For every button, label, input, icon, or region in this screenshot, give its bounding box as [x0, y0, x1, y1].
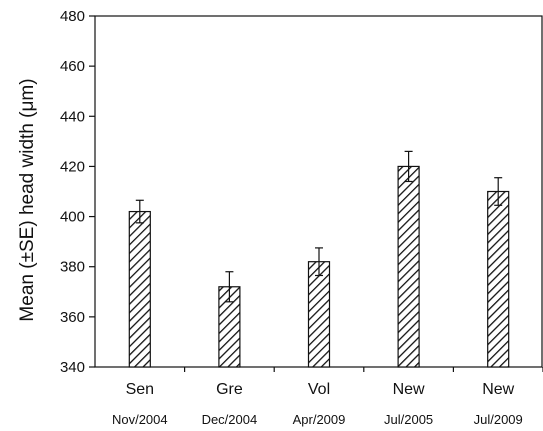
y-tick-label: 380: [60, 259, 85, 276]
x-category-label: New: [482, 381, 514, 398]
x-category-date: Apr/2009: [293, 412, 346, 427]
x-category-label: Gre: [216, 381, 243, 398]
x-category-label: Vol: [308, 381, 330, 398]
y-tick-label: 400: [60, 209, 85, 226]
y-axis-title: Mean (±SE) head width (μm): [17, 78, 38, 321]
x-category-date: Jul/2005: [384, 412, 433, 427]
y-tick-label: 360: [60, 309, 85, 326]
x-category-date: Jul/2009: [474, 412, 523, 427]
x-category-date: Dec/2004: [202, 412, 258, 427]
bar: [487, 190, 510, 368]
x-axis: Sen Nov/2004 Gre Dec/2004 Vol Apr/2009 New Jul/…: [112, 367, 543, 427]
bar: [397, 165, 420, 368]
bar-series: [128, 150, 510, 368]
y-tick-label: 340: [60, 359, 85, 376]
bar: [307, 261, 331, 368]
y-tick-label: 480: [60, 8, 85, 25]
y-axis: 340 360 380 400 420 440 460 480: [60, 8, 95, 376]
x-category-date: Nov/2004: [112, 412, 168, 427]
x-category-label: New: [393, 381, 425, 398]
y-tick-label: 420: [60, 158, 85, 175]
y-tick-label: 460: [60, 58, 85, 75]
bar: [128, 210, 151, 368]
y-tick-label: 440: [60, 108, 85, 125]
x-category-label: Sen: [126, 381, 154, 398]
